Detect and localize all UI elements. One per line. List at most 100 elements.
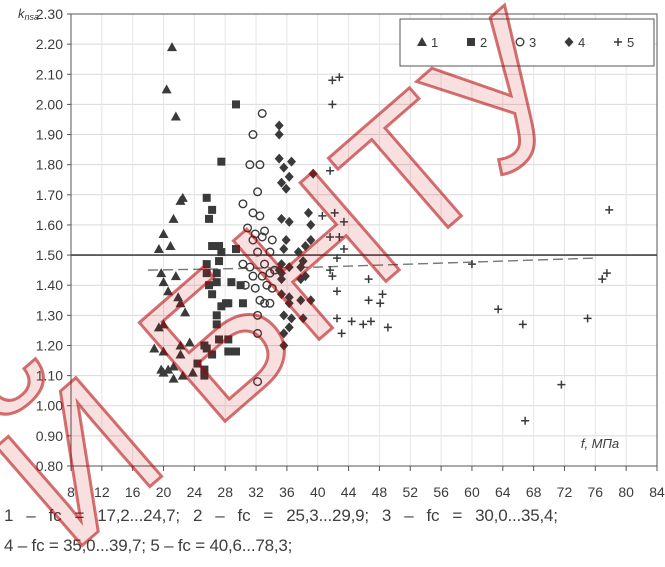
data-point-series-1 (167, 42, 178, 52)
y-tick-label: 1.50 (36, 247, 63, 263)
y-axis-label: knsa (18, 6, 39, 22)
data-point-series-1 (168, 361, 179, 371)
data-point-series-1 (163, 364, 174, 374)
x-tick-label: 84 (649, 484, 665, 500)
x-tick-label: 68 (526, 484, 542, 500)
data-point-series-4 (284, 322, 294, 333)
data-point-series-4 (296, 295, 306, 306)
data-point-series-2 (224, 299, 233, 308)
data-point-series-4 (303, 207, 313, 218)
data-point-series-4 (308, 168, 318, 179)
data-point-series-3 (250, 283, 260, 293)
x-tick-label: 32 (248, 484, 264, 500)
data-point-series-1 (158, 277, 169, 287)
x-tick-label: 20 (156, 484, 172, 500)
data-point-series-4 (276, 289, 286, 300)
data-point-series-3 (267, 283, 277, 293)
data-point-series-3 (255, 211, 265, 221)
data-point-series-4 (276, 268, 286, 279)
data-point-series-1 (163, 286, 174, 296)
data-point-series-1 (177, 370, 188, 380)
data-point-series-4 (287, 156, 297, 167)
data-point-series-1 (170, 271, 181, 281)
data-point-series-5 (494, 305, 503, 314)
data-point-series-3 (255, 160, 265, 170)
data-point-series-3 (257, 271, 267, 281)
data-point-series-5 (318, 211, 327, 220)
data-point-series-3 (267, 235, 277, 245)
data-point-series-2 (208, 290, 217, 299)
data-point-series-4 (274, 129, 284, 140)
x-tick-label: 56 (433, 484, 449, 500)
data-point-series-2 (208, 242, 217, 251)
data-point-series-2 (212, 311, 221, 320)
data-point-series-1 (168, 373, 179, 383)
y-tick-label: 0.90 (36, 428, 63, 444)
data-point-series-5 (366, 317, 375, 326)
data-point-series-2 (202, 193, 211, 202)
data-point-series-2 (236, 281, 245, 290)
data-point-series-1 (161, 84, 172, 94)
data-point-series-1 (168, 213, 179, 223)
y-axis-label-sub: nsa (25, 12, 40, 22)
data-point-series-4 (279, 328, 289, 339)
data-point-series-2 (202, 269, 211, 278)
data-point-series-3 (253, 377, 263, 387)
data-point-series-4 (306, 219, 316, 230)
data-point-series-5 (333, 254, 342, 263)
x-tick-label: 76 (588, 484, 604, 500)
data-point-series-2 (224, 335, 233, 344)
x-tick-label: 28 (217, 484, 233, 500)
y-tick-label: 0.80 (36, 458, 63, 474)
data-point-series-4 (284, 298, 294, 309)
x-tick-label: 64 (495, 484, 511, 500)
data-point-series-4 (284, 262, 294, 273)
data-point-series-3 (245, 160, 255, 170)
data-point-series-1 (158, 367, 169, 377)
data-point-series-5 (326, 232, 335, 241)
data-point-series-2 (238, 299, 247, 308)
data-point-series-4 (300, 271, 310, 282)
legend-marker-5 (614, 38, 622, 46)
data-point-series-3 (257, 108, 267, 118)
data-point-series-4 (300, 241, 310, 252)
data-point-series-2 (202, 260, 211, 269)
data-point-series-4 (281, 183, 291, 194)
data-point-series-4 (279, 310, 289, 321)
data-point-series-1 (170, 111, 181, 121)
legend-items: 1 2 3 4 5 (417, 35, 634, 50)
data-point-series-2 (212, 278, 221, 287)
data-point-series-3 (250, 229, 260, 239)
data-point-series-5 (518, 320, 527, 329)
x-tick-label: 12 (94, 484, 110, 500)
y-tick-label: 2.30 (36, 6, 63, 22)
data-point-series-1 (180, 307, 191, 317)
data-point-series-2 (215, 335, 224, 344)
data-point-series-1 (184, 337, 195, 347)
plot-frame (70, 13, 658, 467)
data-point-series-5 (335, 232, 344, 241)
data-point-series-1 (175, 298, 186, 308)
data-point-series-5 (335, 73, 344, 82)
data-point-series-2 (208, 205, 217, 214)
data-point-series-2 (215, 242, 224, 251)
data-point-series-3 (245, 262, 255, 272)
y-tick-label: 1.90 (36, 127, 63, 143)
data-point-series-3 (265, 247, 275, 257)
data-point-series-2 (227, 278, 236, 287)
data-point-series-3 (248, 130, 258, 140)
data-point-series-5 (326, 266, 335, 275)
caption-line-2: 4 – fc = 35,0...39,7; 5 – fc = 40,6...78… (4, 536, 293, 555)
data-point-series-4 (287, 313, 297, 324)
data-point-series-5 (328, 100, 337, 109)
data-point-series-3 (265, 268, 275, 278)
data-point-series-4 (296, 262, 306, 273)
caption-line-1: 1 – fc = 17,2...24,7; 2 – fc = 25,3...29… (4, 506, 558, 525)
y-tick-label: 1.00 (36, 398, 63, 414)
data-point-series-3 (253, 328, 263, 338)
data-point-series-3 (260, 259, 270, 269)
data-point-series-2 (205, 214, 214, 223)
data-point-series-2 (200, 371, 209, 380)
data-point-series-5 (339, 245, 348, 254)
data-point-series-4 (281, 235, 291, 245)
